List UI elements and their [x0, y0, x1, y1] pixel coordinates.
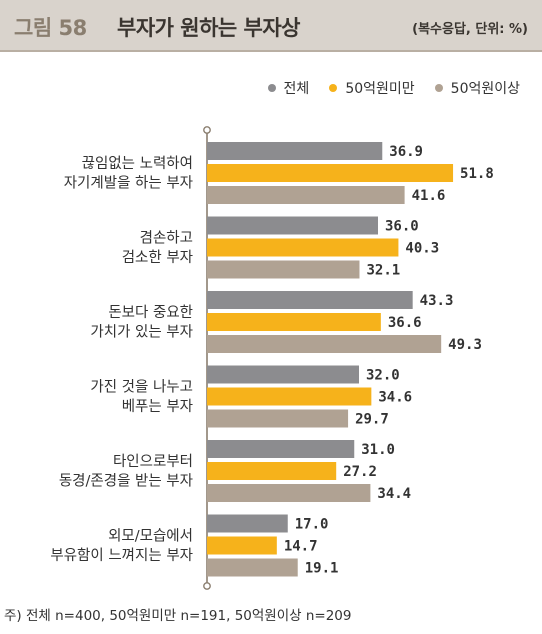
data-label-under50: 27.2: [343, 464, 377, 480]
chart-legend: 전체 50억원미만 50억원이상: [267, 78, 520, 98]
category-label-line: 타인으로부터: [113, 453, 193, 470]
category-label-line: 검소한 부자: [122, 249, 193, 266]
footnote: 주) 전체 n=400, 50억원미만 n=191, 50억원이상 n=209: [4, 608, 352, 624]
data-label-total: 36.0: [385, 219, 419, 235]
category-label-line: 자기계발을 하는 부자: [64, 174, 193, 191]
figure-title: 부자가 원하는 부자상: [117, 16, 301, 40]
bar-total: [207, 365, 359, 384]
category-label-line: 부유함이 느껴지는 부자: [50, 547, 193, 564]
legend-item-total: 전체: [267, 78, 310, 98]
bar-under50: [207, 238, 399, 257]
data-label-under50: 40.3: [405, 241, 439, 257]
legend-label-under50: 50억원미만: [345, 81, 415, 97]
data-label-total: 31.0: [361, 442, 395, 458]
data-label-over50: 49.3: [448, 337, 482, 353]
data-label-under50: 34.6: [378, 390, 412, 406]
bar-total: [207, 216, 378, 235]
category-label-line: 외모/모습에서: [108, 527, 193, 544]
bar-under50: [207, 462, 337, 480]
data-label-total: 36.9: [389, 144, 423, 160]
bar-under50: [207, 387, 372, 406]
data-label-under50: 36.6: [388, 315, 422, 331]
bar-over50: [207, 260, 360, 279]
bar-over50: [207, 186, 405, 204]
data-label-under50: 14.7: [284, 539, 318, 555]
bar-total: [207, 291, 413, 309]
data-label-over50: 19.1: [305, 561, 339, 577]
legend-marker-over50: [434, 84, 443, 92]
bar-total: [207, 440, 355, 458]
data-label-over50: 34.4: [377, 486, 411, 502]
unit-note: (복수응답, 단위: %): [412, 22, 528, 37]
category-label-line: 돈보다 중요한: [108, 304, 193, 321]
legend-label-over50: 50억원이상: [450, 81, 520, 97]
bar-under50: [207, 164, 454, 182]
legend-marker-total: [267, 84, 276, 92]
category-label-line: 가진 것을 나누고: [90, 378, 193, 395]
bar-over50: [207, 335, 442, 353]
bar-under50: [207, 536, 277, 555]
bar-total: [207, 142, 383, 160]
legend-marker-under50: [329, 84, 338, 92]
legend-label-total: 전체: [283, 81, 310, 97]
bar-over50: [207, 409, 349, 428]
data-label-over50: 29.7: [355, 412, 389, 428]
category-label-line: 가치가 있는 부자: [90, 323, 193, 340]
data-label-total: 32.0: [366, 368, 400, 384]
category-label-line: 끊임없는 노력하여: [82, 155, 193, 172]
bar-total: [207, 514, 288, 533]
data-label-under50: 51.8: [460, 166, 494, 182]
data-label-over50: 32.1: [366, 263, 400, 279]
data-label-total: 17.0: [295, 517, 329, 533]
figure-header: 그림 58 부자가 원하는 부자상 (복수응답, 단위: %): [0, 0, 542, 52]
category-label-line: 겸손하고: [140, 229, 193, 246]
axis-cap-top: [203, 126, 211, 134]
data-label-over50: 41.6: [412, 188, 446, 204]
bar-over50: [207, 484, 371, 502]
bar-over50: [207, 558, 298, 577]
data-label-total: 43.3: [420, 293, 454, 309]
category-label-line: 베푸는 부자: [122, 398, 193, 415]
legend-item-over50: 50억원이상: [434, 78, 520, 98]
bar-under50: [207, 313, 381, 331]
legend-item-under50: 50억원미만: [329, 78, 415, 98]
axis-cap-bottom: [203, 582, 211, 590]
figure-number: 그림 58: [14, 16, 87, 40]
category-label-line: 동경/존경을 받는 부자: [59, 472, 193, 489]
